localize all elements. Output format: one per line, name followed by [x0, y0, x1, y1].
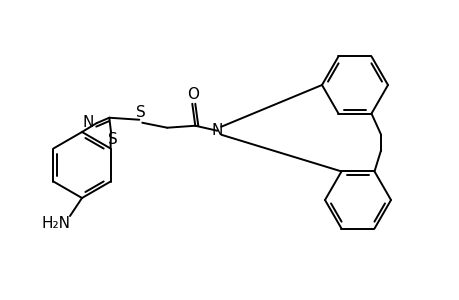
Text: N: N [83, 115, 94, 130]
Text: S: S [136, 105, 146, 120]
Text: S: S [108, 132, 118, 147]
Text: N: N [211, 123, 223, 138]
Text: O: O [187, 87, 199, 102]
Text: H₂N: H₂N [41, 217, 70, 232]
